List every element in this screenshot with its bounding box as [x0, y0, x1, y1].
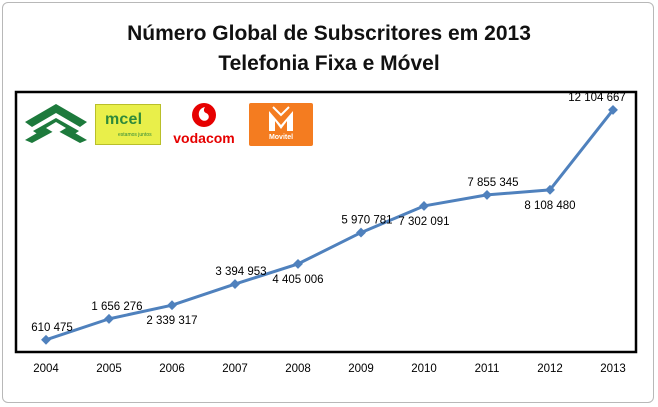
data-label-2013: 12 104 667 — [568, 92, 626, 104]
data-label-2007: 3 394 953 — [215, 266, 266, 278]
data-point-2013 — [608, 104, 618, 115]
movitel-logo: Movitel — [249, 103, 313, 146]
data-point-2006 — [167, 300, 177, 311]
data-label-2005: 1 656 276 — [91, 301, 142, 313]
x-tick-labels: 2004 2005 2006 2007 2008 2009 2010 2011 2012 2013 — [33, 363, 626, 375]
data-point-2010 — [419, 201, 429, 211]
x-tick-label-2004: 2004 — [33, 363, 59, 375]
data-label-2009: 5 970 781 — [341, 215, 392, 227]
movitel-logo-word: Movitel — [268, 134, 294, 141]
vodacom-logo: vodacom — [167, 100, 241, 148]
operator-emblem-logo — [25, 104, 87, 143]
x-tick-label-2006: 2006 — [159, 363, 185, 375]
mcel-logo-tagline: estamos juntos — [118, 132, 152, 138]
chart-title: Número Global de Subscritores em 2013 — [127, 22, 531, 45]
data-label-2011: 7 855 345 — [467, 177, 518, 189]
data-label-2004: 610 475 — [31, 322, 73, 334]
vodacom-speechmark-icon — [192, 103, 216, 127]
data-label-2012: 8 108 480 — [524, 200, 575, 212]
data-point-2009 — [356, 227, 366, 238]
x-tick-label-2012: 2012 — [537, 363, 563, 375]
mcel-logo: mcel estamos juntos — [95, 104, 161, 145]
data-point-2011 — [482, 189, 492, 200]
data-label-2008: 4 405 006 — [272, 274, 323, 286]
label-layer: 610 475 1 656 276 2 339 317 3 394 953 4 405 … — [31, 92, 626, 334]
x-tick-label-2008: 2008 — [285, 363, 311, 375]
data-point-2008 — [293, 258, 303, 269]
subscribers-series-line — [45, 108, 615, 342]
vodacom-logo-word: vodacom — [173, 130, 235, 146]
x-tick-label-2005: 2005 — [96, 363, 122, 375]
x-tick-label-2007: 2007 — [222, 363, 248, 375]
x-tick-label-2009: 2009 — [348, 363, 374, 375]
series-layer — [41, 104, 618, 345]
mcel-logo-word: mcel — [105, 111, 143, 128]
data-label-2010: 7 302 091 — [398, 216, 449, 228]
data-point-2012 — [545, 184, 555, 195]
x-tick-label-2010: 2010 — [411, 363, 437, 375]
movitel-emblem-icon — [269, 106, 293, 131]
data-label-2006: 2 339 317 — [146, 315, 197, 327]
data-point-2007 — [230, 279, 240, 290]
x-tick-label-2011: 2011 — [475, 363, 500, 375]
x-tick-label-2013: 2013 — [600, 363, 626, 375]
chart-subtitle: Telefonia Fixa e Móvel — [218, 52, 440, 75]
chart-frame — [2, 2, 654, 403]
